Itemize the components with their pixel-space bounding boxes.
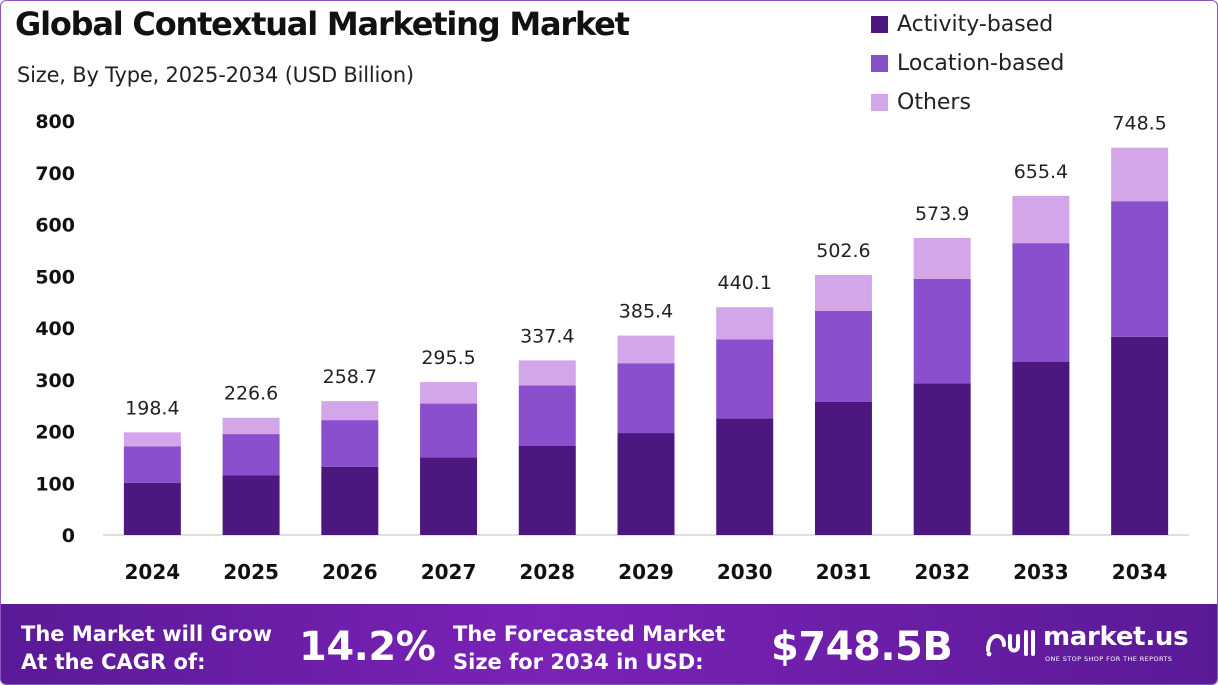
y-tick-label: 800 xyxy=(35,111,75,133)
y-tick-label: 400 xyxy=(35,318,75,340)
bar-segment-location-based-2027 xyxy=(420,403,478,458)
x-tick-label: 2024 xyxy=(125,560,181,584)
bar-segment-activity-based-2031 xyxy=(814,402,872,535)
x-tick-label: 2033 xyxy=(1013,560,1069,584)
x-tick-label: 2031 xyxy=(816,560,872,584)
forecast-label-line2: Size for 2034 in USD: xyxy=(453,650,704,674)
chart-title: Global Contextual Marketing Market xyxy=(15,5,630,43)
legend-swatch-others xyxy=(871,94,888,111)
bar-segment-activity-based-2032 xyxy=(913,383,971,535)
legend: Activity-based Location-based Others xyxy=(871,5,1064,122)
bar-segment-others-2029 xyxy=(617,335,675,364)
legend-item-others: Others xyxy=(871,83,1064,122)
bar-segment-activity-based-2024 xyxy=(123,482,181,535)
bar-segment-location-based-2026 xyxy=(321,420,379,467)
bar-segment-others-2031 xyxy=(814,274,872,311)
cagr-label-line1: The Market will Grow xyxy=(21,622,272,646)
forecast-label: The Forecasted Market Size for 2034 in U… xyxy=(453,620,725,676)
x-tick-label: 2028 xyxy=(519,560,575,584)
y-tick-label: 500 xyxy=(35,266,75,288)
brand-name: market.us xyxy=(1043,622,1189,652)
bar-segment-activity-based-2026 xyxy=(321,466,379,535)
bar-total-label: 295.5 xyxy=(421,347,475,369)
bar-segment-others-2030 xyxy=(716,307,774,340)
bar-segment-others-2025 xyxy=(222,417,280,435)
bar-total-label: 748.5 xyxy=(1112,113,1166,135)
bar-segment-others-2026 xyxy=(321,401,379,421)
bar-segment-location-based-2029 xyxy=(617,363,675,434)
y-tick-label: 700 xyxy=(35,163,75,185)
bar-segment-location-based-2025 xyxy=(222,434,280,476)
bar-segment-activity-based-2027 xyxy=(420,457,478,535)
x-tick-label: 2032 xyxy=(914,560,970,584)
bar-total-label: 502.6 xyxy=(816,240,870,262)
x-tick-label: 2025 xyxy=(223,560,279,584)
legend-swatch-location-based xyxy=(871,55,888,72)
cagr-label-line2: At the CAGR of: xyxy=(21,650,206,674)
bar-total-label: 258.7 xyxy=(323,366,377,388)
bar-total-label: 226.6 xyxy=(224,383,278,405)
forecast-value: $748.5B xyxy=(771,624,953,670)
chart-subtitle: Size, By Type, 2025-2034 (USD Billion) xyxy=(17,63,414,87)
y-tick-label: 100 xyxy=(35,473,75,495)
legend-item-activity-based: Activity-based xyxy=(871,5,1064,44)
bar-segment-others-2032 xyxy=(913,238,971,279)
bar-total-label: 385.4 xyxy=(619,301,673,323)
bar-segment-others-2033 xyxy=(1012,195,1070,244)
bar-total-label: 655.4 xyxy=(1014,161,1068,183)
market-us-logo-icon xyxy=(986,630,1035,657)
x-tick-label: 2027 xyxy=(421,560,477,584)
legend-label-others: Others xyxy=(897,90,971,115)
cagr-value: 14.2% xyxy=(299,624,436,670)
bar-segment-activity-based-2034 xyxy=(1111,336,1169,535)
bar-total-label: 440.1 xyxy=(718,272,772,294)
bar-segment-others-2027 xyxy=(420,382,478,404)
bar-segment-location-based-2032 xyxy=(913,278,971,384)
bar-segment-activity-based-2033 xyxy=(1012,361,1070,535)
bar-segment-location-based-2034 xyxy=(1111,201,1169,337)
x-tick-label: 2026 xyxy=(322,560,378,584)
y-tick-label: 200 xyxy=(35,422,75,444)
bar-segment-others-2034 xyxy=(1111,147,1169,202)
bar-segment-location-based-2028 xyxy=(518,385,576,446)
bar-segment-location-based-2031 xyxy=(814,310,872,403)
legend-item-location-based: Location-based xyxy=(871,44,1064,83)
bar-segment-location-based-2030 xyxy=(716,339,774,419)
bar-segment-location-based-2033 xyxy=(1012,243,1070,362)
legend-label-activity-based: Activity-based xyxy=(897,12,1054,37)
x-tick-label: 2029 xyxy=(618,560,674,584)
bar-segment-activity-based-2025 xyxy=(222,475,280,535)
bar-segment-activity-based-2029 xyxy=(617,433,675,535)
y-tick-label: 300 xyxy=(35,370,75,392)
bar-total-label: 198.4 xyxy=(125,397,179,419)
footer-banner: The Market will Grow At the CAGR of: 14.… xyxy=(1,604,1217,684)
legend-swatch-activity-based xyxy=(871,16,888,33)
bar-segment-location-based-2024 xyxy=(123,446,181,483)
bar-segment-activity-based-2030 xyxy=(716,418,774,535)
x-tick-label: 2034 xyxy=(1112,560,1168,584)
y-tick-label: 600 xyxy=(35,215,75,237)
bar-segment-activity-based-2028 xyxy=(518,445,576,535)
bar-total-label: 337.4 xyxy=(520,325,574,347)
bar-segment-others-2028 xyxy=(518,360,576,386)
stacked-bar-chart: 0 100 200 300 400 500 600 700 800 198.4 2024 226.6 2… xyxy=(35,111,1189,584)
cagr-label: The Market will Grow At the CAGR of: xyxy=(21,620,272,676)
legend-label-location-based: Location-based xyxy=(897,51,1065,76)
x-tick-label: 2030 xyxy=(717,560,773,584)
bar-segment-others-2024 xyxy=(123,432,181,447)
brand-tagline: ONE STOP SHOP FOR THE REPORTS xyxy=(1045,655,1173,663)
y-tick-label: 0 xyxy=(62,525,75,547)
bar-total-label: 573.9 xyxy=(915,203,969,225)
forecast-label-line1: The Forecasted Market xyxy=(453,622,726,646)
